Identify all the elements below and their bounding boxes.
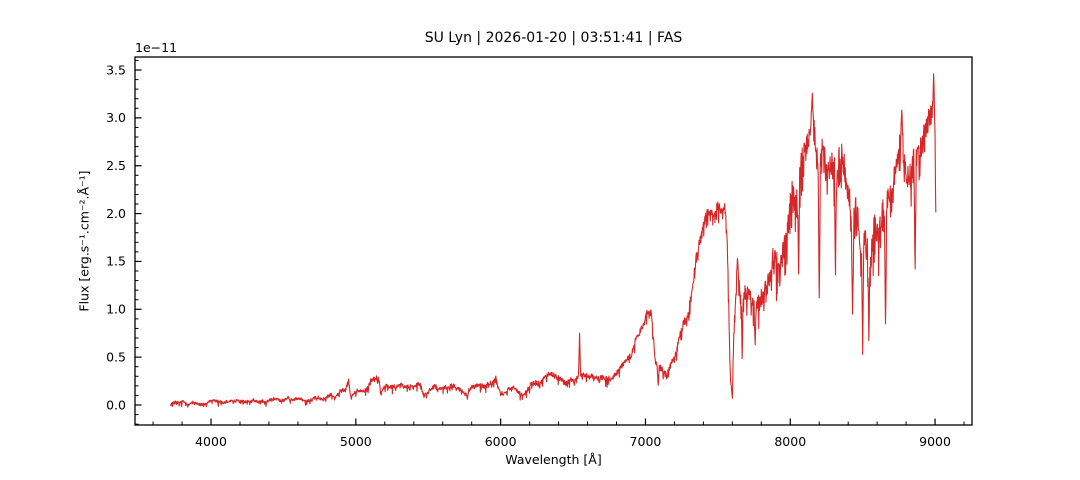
y-tick-label: 1.0: [106, 302, 126, 317]
y-tick-label: 3.5: [106, 62, 126, 77]
y-tick-label: 3.0: [106, 110, 126, 125]
x-tick-label: 4000: [195, 434, 227, 449]
y-axis-label: Flux [erg.s⁻¹.cm⁻².Å⁻¹]: [76, 170, 92, 312]
x-tick-label: 6000: [485, 434, 517, 449]
axes-frame: [134, 56, 973, 426]
x-tick-label: 8000: [774, 434, 806, 449]
y-tick-label: 1.5: [106, 254, 126, 269]
x-tick-label: 5000: [340, 434, 372, 449]
y-axis-offset-label: 1e−11: [135, 40, 178, 55]
y-tick-label: 0.0: [106, 397, 126, 412]
spectrum-line: [169, 73, 937, 408]
x-tick-label: 7000: [630, 434, 662, 449]
x-tick-label: 9000: [919, 434, 951, 449]
y-tick-label: 2.5: [106, 158, 126, 173]
y-tick-label: 2.0: [106, 206, 126, 221]
x-axis-label: Wavelength [Å]: [505, 452, 602, 467]
plot-title: SU Lyn | 2026-01-20 | 03:51:41 | FAS: [424, 30, 683, 46]
y-tick-label: 0.5: [106, 349, 126, 364]
